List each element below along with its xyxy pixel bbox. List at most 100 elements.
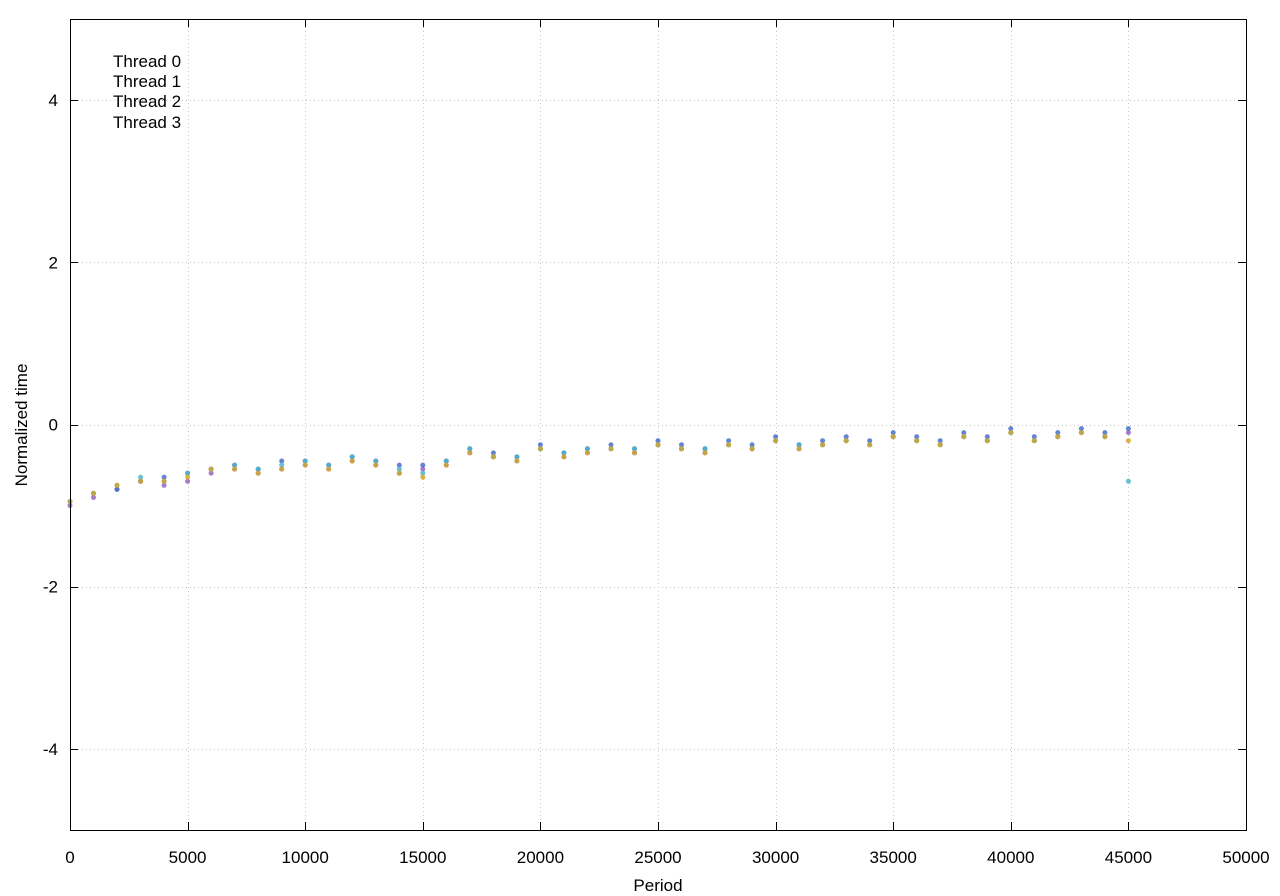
data-point [1031,438,1037,444]
y-tick-label: 2 [49,253,58,272]
data-point [1031,434,1037,440]
data-point [514,454,520,460]
data-point [820,438,826,444]
data-point [114,486,120,492]
data-point [255,466,261,472]
data-point [914,434,920,440]
data-point [1008,430,1014,436]
data-point [185,474,191,480]
data-point [443,462,449,468]
data-point [1125,426,1131,432]
data-point [561,454,567,460]
data-point [302,462,308,468]
y-tick-label: -4 [43,740,58,759]
data-point [1125,430,1131,436]
data-point [420,474,426,480]
data-point [1102,434,1108,440]
data-point [349,458,355,464]
series-1-points [67,426,1131,504]
axis-ticks [70,19,1247,830]
x-tick-label: 0 [65,848,74,867]
data-point [1055,434,1061,440]
x-tick-label: 20000 [517,848,564,867]
data-point [1125,478,1131,484]
data-point [984,438,990,444]
data-point [655,438,661,444]
data-point [773,434,779,440]
data-point [232,462,238,468]
data-point [208,470,214,476]
data-point [726,438,732,444]
data-point [396,462,402,468]
legend-label-thread-2: Thread 2 [113,92,181,111]
data-point [279,458,285,464]
series-3-points [67,430,1131,504]
data-point [91,495,96,500]
data-point [326,466,332,472]
data-point [349,454,355,460]
data-point [138,474,144,480]
data-point [843,434,849,440]
data-point [702,450,708,456]
data-point [232,466,238,472]
data-point [396,470,402,476]
data-point [490,454,496,460]
data-point [420,462,426,468]
grid [70,19,1247,830]
data-point [1078,426,1084,432]
x-tick-labels: 0 5000 10000 15000 20000 25000 30000 35000 40000… [65,848,1269,867]
data-point [467,446,473,452]
data-point [161,482,167,488]
data-point [443,458,449,464]
data-point [632,446,637,452]
data-point [1102,430,1108,436]
legend-label-thread-3: Thread 3 [113,113,181,132]
data-point [702,446,708,452]
data-point [138,478,144,484]
data-point [326,462,332,468]
data-point [820,442,826,448]
data-point [1008,426,1014,432]
data-point [961,430,967,436]
x-axis-title: Period [633,876,682,895]
data-point [396,466,402,472]
data-point [302,458,308,464]
legend: Thread 0 Thread 1 Thread 2 Thread 3 [113,52,181,132]
data-point [114,482,120,488]
data-point [749,446,755,452]
data-point [208,466,214,472]
data-point [185,478,191,484]
data-point [467,450,473,456]
data-point [679,442,684,448]
data-point [537,442,543,448]
data-point [91,490,96,496]
data-point [632,450,637,456]
x-tick-label: 10000 [282,848,329,867]
data-point [561,450,567,456]
data-point [890,430,896,436]
data-point [279,462,285,468]
data-point [914,438,920,444]
x-tick-label: 50000 [1222,848,1269,867]
data-point [749,442,755,448]
x-tick-label: 45000 [1105,848,1152,867]
y-axis-title: Normalized time [12,364,31,487]
y-tick-label: -2 [43,578,58,597]
x-tick-label: 15000 [399,848,446,867]
data-point [373,458,379,464]
data-point [867,438,873,444]
data-point [161,478,167,484]
data-point [608,442,614,448]
data-point [420,466,426,472]
data-point [1078,430,1084,436]
legend-label-thread-1: Thread 1 [113,72,181,91]
data-point [373,462,379,468]
data-point [726,442,732,448]
data-point [1125,438,1131,444]
data-point [679,446,684,452]
y-tick-labels: -4 -2 0 2 4 [43,91,58,759]
data-point [490,450,496,456]
x-tick-label: 30000 [752,848,799,867]
series-2-points [67,430,1131,504]
data-point [279,466,285,472]
